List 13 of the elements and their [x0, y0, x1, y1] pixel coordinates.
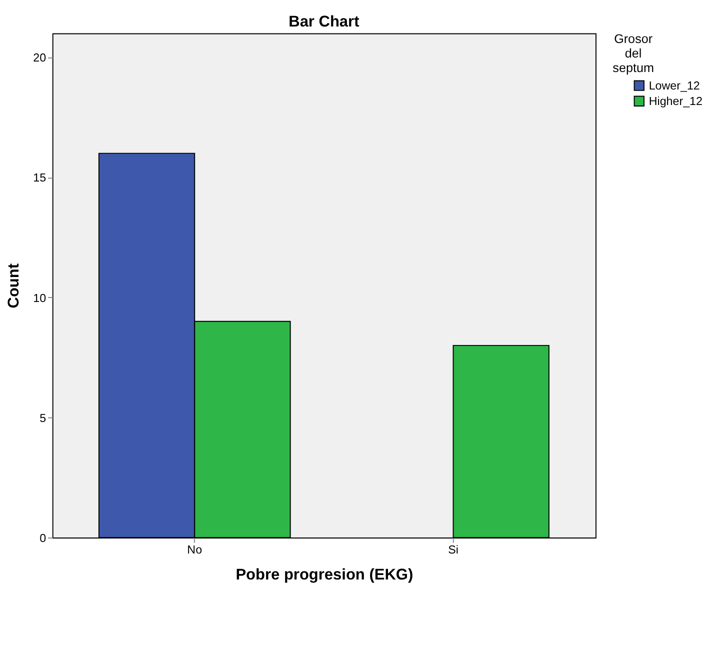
- chart-title: Bar Chart: [288, 13, 360, 30]
- legend-title: Grosor del septum: [612, 32, 654, 76]
- y-tick-label: 10: [33, 292, 47, 305]
- y-tick-label: 20: [33, 52, 47, 65]
- y-tick-label: 0: [40, 532, 47, 545]
- y-tick-label: 5: [40, 412, 46, 425]
- y-tick-label: 15: [33, 172, 46, 185]
- y-axis-title: Count: [6, 263, 23, 308]
- x-tick-label: Si: [448, 544, 458, 557]
- legend-label: Lower_12: [648, 79, 700, 92]
- legend-label: Higher_12: [648, 94, 702, 108]
- x-axis-title: Pobre progresion (EKG): [236, 566, 414, 584]
- x-tick-label: No: [187, 544, 202, 557]
